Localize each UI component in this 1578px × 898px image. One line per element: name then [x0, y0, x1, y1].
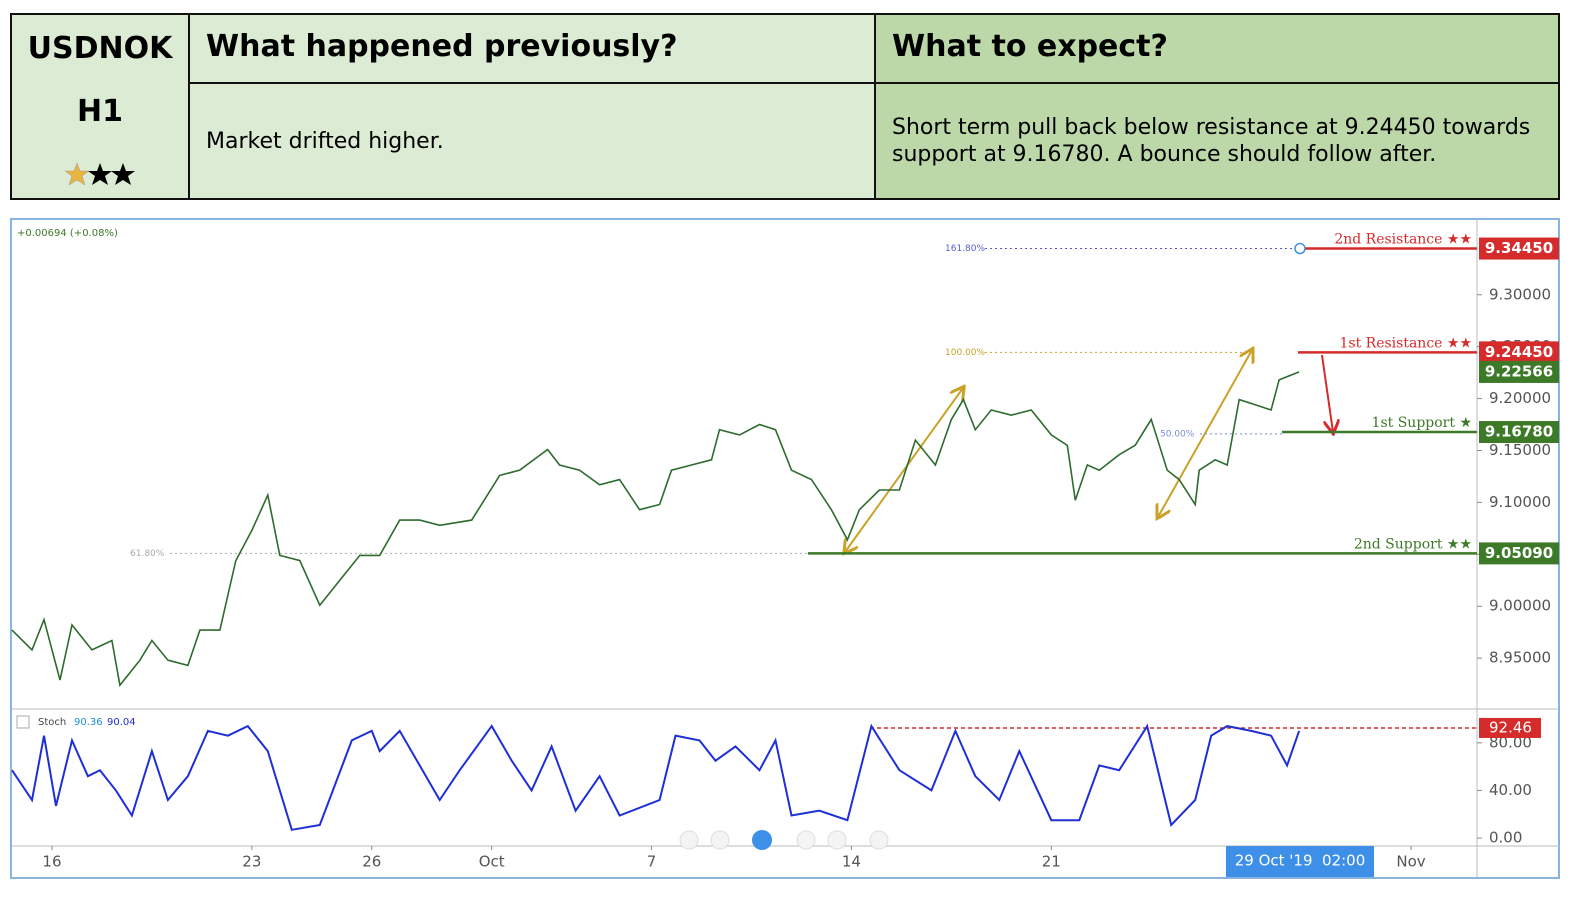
change-label: +0.00694 (+0.08%): [17, 228, 118, 239]
y-tick-label: 9.20000: [1489, 389, 1551, 407]
stoch-toggle: [16, 715, 30, 729]
y-tick-label: 9.00000: [1489, 597, 1551, 615]
level-label: 9.05090: [1485, 544, 1553, 562]
x-tick-label: Oct: [479, 853, 505, 871]
x-tick-label: 7: [647, 853, 657, 871]
x-tick-label: 21: [1042, 853, 1061, 871]
x-tick-label: 14: [842, 853, 861, 871]
level-name: 2nd Support ★★: [1354, 536, 1472, 552]
cursor-label: 29 Oct '19 02:00: [1235, 852, 1366, 870]
wave-arrow: [845, 388, 963, 552]
last-price-label: 9.22566: [1485, 362, 1553, 380]
stoch-k: 90.36: [74, 717, 103, 728]
pullback-arrow: [1321, 354, 1333, 432]
x-tick-label: 23: [242, 853, 261, 871]
info-table: USDNOK H1 What happened previously? What…: [10, 13, 1560, 200]
col1-header: What happened previously?: [190, 15, 876, 84]
level-label: 9.16780: [1485, 423, 1553, 441]
y-tick-label: 40.00: [1489, 781, 1532, 799]
y-tick-label: 9.10000: [1489, 493, 1551, 511]
level-box: [1479, 237, 1559, 260]
stoch-level-label: 92.46: [1489, 718, 1532, 736]
col2-header: What to expect?: [876, 15, 1558, 84]
level-label: 9.34450: [1485, 239, 1553, 257]
level-label: 9.24450: [1485, 343, 1553, 361]
y-tick-label: 8.95000: [1489, 649, 1551, 667]
level-name: 2nd Resistance ★★: [1334, 232, 1472, 248]
stoch-level-box: [1479, 717, 1541, 738]
fib-label: 61.80%: [130, 549, 165, 559]
fib-label: 100.00%: [945, 348, 985, 358]
x-tick-label: Nov: [1396, 853, 1425, 871]
symbol: USDNOK: [27, 31, 173, 66]
stoch-name: Stoch: [38, 717, 66, 728]
stoch-line: [11, 723, 1301, 831]
col2-text: Short term pull back below resistance at…: [876, 84, 1558, 198]
fib-label: 50.00%: [1160, 429, 1195, 439]
level-name: 1st Resistance ★★: [1339, 335, 1472, 351]
last-price-box: [1479, 360, 1559, 383]
y-tick-label: 0.00: [1489, 829, 1522, 847]
y-tick-label: 9.30000: [1489, 285, 1551, 303]
level-name: 1st Support ★: [1372, 415, 1472, 431]
cursor-box: [1226, 846, 1374, 877]
x-tick-label: 26: [362, 853, 381, 871]
x-tick-label: 16: [42, 853, 61, 871]
stoch-d: 90.04: [107, 717, 136, 728]
chart-frame: [10, 218, 1560, 879]
level-box: [1479, 341, 1559, 364]
level-box: [1479, 542, 1559, 565]
col1-text: Market drifted higher.: [190, 84, 876, 198]
level-box: [1479, 421, 1559, 444]
price-line: [11, 371, 1300, 688]
fib-label: 161.80%: [945, 244, 985, 254]
timeframe: H1: [77, 94, 123, 129]
fib-handle: [1294, 242, 1306, 255]
y-tick-label: 9.15000: [1489, 441, 1551, 459]
chart-controls: [679, 830, 889, 850]
